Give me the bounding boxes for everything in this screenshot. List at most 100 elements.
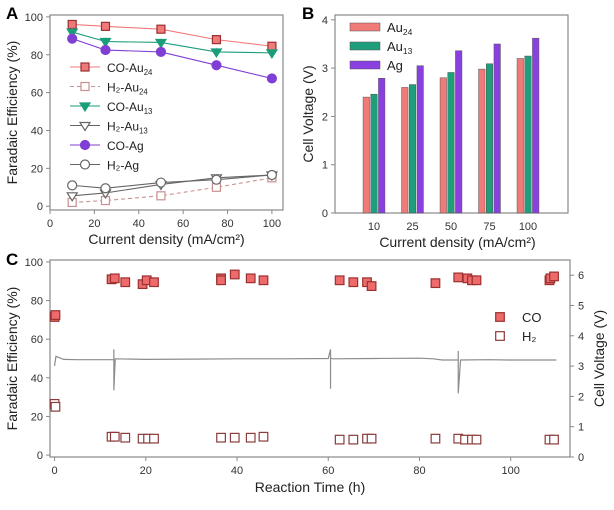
y-right-tick-label: 2	[578, 391, 584, 403]
legend-label: CO	[522, 310, 542, 325]
x-axis-label: Reaction Time (h)	[255, 479, 365, 495]
bar	[524, 55, 532, 214]
y-tick-label: 80	[31, 50, 43, 62]
y-tick-label: 0	[322, 208, 328, 220]
data-point	[348, 277, 359, 288]
y-right-tick-label: 4	[578, 331, 584, 343]
data-point	[149, 277, 159, 288]
x-tick-label: 20	[140, 465, 152, 477]
data-point	[154, 38, 168, 49]
bar	[478, 68, 486, 214]
data-point	[210, 48, 223, 59]
data-point	[245, 273, 256, 284]
data-point	[229, 269, 240, 280]
x-tick-label: 10	[368, 221, 380, 233]
y-tick-label: 60	[31, 88, 43, 100]
x-tick-label: 40	[133, 218, 145, 230]
series-line	[72, 177, 272, 203]
legend-label: CO-Au13	[107, 100, 152, 116]
data-point	[67, 33, 78, 44]
y-tick-label: 1	[322, 160, 328, 172]
legend-label: H₂-Au13	[107, 120, 148, 136]
data-point	[50, 310, 61, 320]
y-right-tick-label: 6	[578, 270, 584, 282]
legend-marker	[79, 139, 91, 151]
x-axis-label: Current density (mA/cm²)	[379, 234, 535, 250]
y-axis-label: Cell Voltage (V)	[300, 65, 316, 162]
bar	[401, 87, 409, 214]
legend-marker	[80, 81, 90, 92]
data-point	[67, 180, 78, 191]
bar	[493, 43, 501, 214]
x-tick-label: 100	[519, 221, 537, 233]
y-tick-label: 3	[322, 63, 328, 75]
data-point	[99, 37, 112, 48]
x-tick-label: 0	[47, 218, 53, 230]
legend-label: H₂	[522, 329, 536, 344]
bar	[370, 93, 378, 214]
y-axis-label: Faradaic Efficiency (%)	[4, 287, 20, 431]
y-tick-label: 40	[31, 125, 43, 137]
data-point	[549, 271, 559, 282]
data-point	[155, 177, 167, 188]
data-point	[109, 431, 120, 442]
data-point	[334, 434, 345, 445]
legend-label: H₂-Au24	[107, 81, 148, 97]
legend-label: H₂-Ag	[107, 159, 139, 173]
data-point	[109, 273, 120, 284]
bar	[447, 72, 455, 214]
y-tick-label: 2	[322, 111, 328, 123]
bar	[362, 96, 370, 214]
data-point	[100, 21, 111, 31]
x-tick-label: 80	[413, 465, 425, 477]
data-point	[266, 73, 278, 84]
data-point	[211, 35, 222, 45]
data-point	[366, 281, 377, 291]
y-right-tick-label: 5	[578, 300, 584, 312]
data-point	[156, 24, 166, 34]
data-point	[100, 183, 111, 194]
x-tick-label: 0	[51, 465, 57, 477]
legend-marker	[80, 62, 90, 72]
voltage-line	[53, 349, 557, 394]
data-point	[50, 401, 61, 412]
data-point	[211, 60, 222, 71]
data-point	[334, 275, 345, 286]
y-right-tick-label: 1	[578, 422, 584, 434]
data-point	[430, 278, 441, 289]
y-axis-label: Faradaic Efficiency (%)	[4, 41, 20, 185]
data-point	[67, 19, 77, 30]
data-point	[149, 433, 159, 444]
panel-label-c: C	[6, 250, 18, 269]
legend-label: CO-Au24	[107, 61, 153, 77]
data-point	[216, 275, 226, 286]
x-tick-label: 40	[231, 465, 243, 477]
data-point	[120, 277, 131, 288]
y-right-tick-label: 3	[578, 361, 584, 373]
data-point	[453, 272, 464, 283]
bar	[455, 50, 463, 214]
bar	[486, 63, 493, 214]
data-point	[430, 433, 441, 444]
data-point	[471, 275, 482, 286]
legend-marker	[495, 312, 505, 322]
panel-a: 0 20 40 60 80 100 0 20 40 60 80 100 Current density …	[4, 12, 284, 247]
x-tick-label: 75	[483, 221, 495, 233]
data-point	[265, 49, 278, 59]
data-point	[66, 192, 79, 202]
legend-marker	[78, 102, 92, 113]
legend-swatch	[349, 22, 381, 32]
x-tick-label: 25	[406, 221, 418, 233]
bar	[532, 37, 540, 214]
y-tick-label: 100	[25, 257, 43, 269]
data-point	[211, 174, 222, 185]
y-tick-label: 20	[31, 411, 43, 423]
data-point	[258, 431, 269, 442]
legend-swatch	[349, 60, 381, 70]
data-point	[216, 432, 226, 443]
y-tick-label: 100	[25, 12, 43, 24]
y-tick-label: 0	[37, 450, 43, 462]
data-point	[156, 191, 166, 201]
